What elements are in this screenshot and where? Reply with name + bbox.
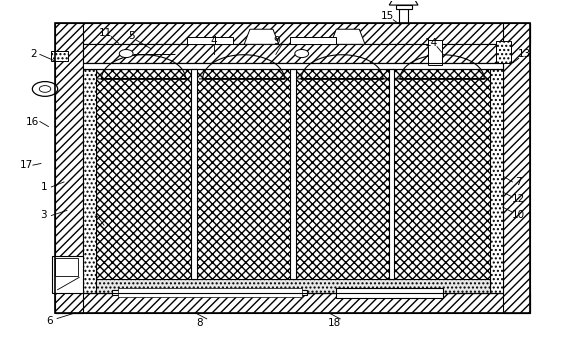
Bar (51, 51, 68, 61)
Bar (186, 37, 233, 44)
Bar (290, 69, 295, 279)
Bar (55, 257, 78, 276)
Text: 10: 10 (512, 211, 525, 220)
Bar (290, 37, 336, 44)
Text: 14: 14 (425, 38, 438, 48)
Bar (112, 290, 308, 295)
Bar (55, 293, 530, 313)
Polygon shape (389, 0, 418, 5)
Text: 18: 18 (328, 318, 341, 328)
Text: 15: 15 (381, 11, 394, 21)
Bar (55, 23, 530, 313)
Circle shape (295, 50, 309, 58)
Bar (496, 41, 511, 63)
Text: 3: 3 (40, 211, 47, 220)
Bar (396, 5, 411, 9)
Text: 9: 9 (273, 36, 280, 46)
Bar (336, 288, 443, 298)
Text: 5: 5 (129, 31, 135, 41)
Text: 16: 16 (26, 117, 39, 126)
Circle shape (32, 82, 58, 96)
Text: 11: 11 (99, 28, 112, 38)
Bar (96, 69, 490, 279)
Bar (83, 63, 503, 69)
Text: 17: 17 (20, 160, 33, 170)
Bar (388, 69, 394, 279)
Text: 6: 6 (46, 316, 53, 326)
Text: 13: 13 (518, 50, 531, 59)
Bar (428, 40, 442, 65)
Bar (399, 9, 408, 23)
Circle shape (39, 86, 51, 92)
Bar (490, 69, 503, 293)
Bar (83, 69, 96, 293)
Bar (83, 44, 503, 63)
Text: 7: 7 (515, 177, 522, 187)
Bar (118, 288, 302, 297)
Polygon shape (331, 29, 365, 44)
Bar (53, 256, 83, 293)
Bar (96, 279, 490, 293)
Text: 4: 4 (211, 36, 217, 46)
Polygon shape (244, 29, 279, 44)
Bar (503, 23, 530, 313)
Circle shape (119, 50, 133, 58)
Bar (192, 69, 197, 279)
Bar (55, 23, 83, 313)
Text: 1: 1 (40, 182, 47, 192)
Text: 2: 2 (30, 50, 37, 59)
Text: 8: 8 (196, 318, 203, 328)
Bar (55, 23, 530, 44)
Text: 12: 12 (512, 194, 526, 204)
